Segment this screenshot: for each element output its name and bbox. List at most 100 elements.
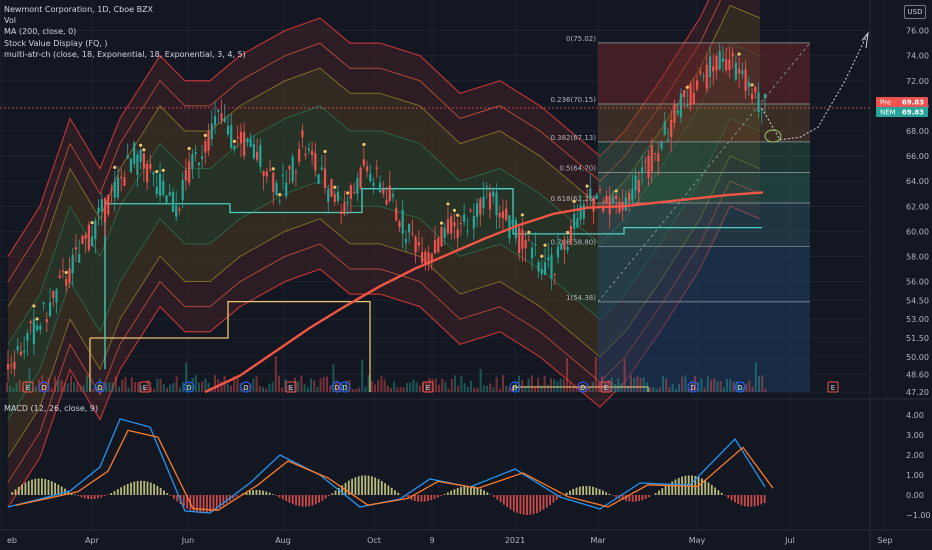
candle-body [404, 238, 408, 243]
candle-body [582, 204, 585, 219]
macd-histogram-bar [433, 495, 436, 499]
macd-histogram-bar [192, 495, 195, 512]
candle-body [450, 216, 453, 234]
price-badge [876, 96, 928, 107]
price-tick-label: 56.00 [906, 278, 929, 287]
price-tick-label: 60.00 [906, 227, 929, 236]
volume-bar [370, 381, 373, 392]
macd-histogram-bar [41, 478, 43, 495]
macd-histogram-bar [747, 495, 749, 507]
dividend-marker [339, 381, 351, 393]
legend-svd[interactable]: Stock Value Display (FQ, ) [4, 38, 108, 48]
signal-dot [187, 146, 191, 151]
signal-dot [142, 148, 146, 152]
legend-ma[interactable]: MA (200, close, 0) [4, 27, 77, 37]
candle-body [498, 212, 501, 218]
volume-bar [380, 375, 383, 392]
macd-histogram-bar [371, 476, 373, 495]
event-marker-label: D [512, 384, 517, 392]
volume-bar [281, 387, 284, 392]
candle-body [738, 68, 741, 74]
macd-histogram-bar [169, 495, 172, 496]
candle-body [453, 222, 456, 227]
candle-body [699, 71, 702, 74]
macd-histogram-bar [648, 495, 650, 498]
macd-histogram-bar [519, 495, 522, 514]
volume-bar [207, 382, 210, 392]
candle-body [375, 167, 378, 169]
volume-bar [220, 381, 223, 392]
macd-histogram-bar [57, 484, 60, 495]
macd-histogram-bar [248, 490, 251, 495]
fib-zone [598, 202, 810, 247]
volume-bar [690, 380, 693, 392]
macd-histogram-bar [595, 487, 598, 495]
candle-body [356, 177, 359, 194]
macd-legend[interactable]: MACD (12, 26, close, 9) [4, 404, 99, 413]
legend-vol[interactable]: Vol [4, 16, 16, 26]
candle-body [171, 192, 175, 213]
candle-body [323, 168, 327, 189]
macd-histogram-bar [644, 495, 647, 499]
volume-bar [294, 377, 296, 392]
candle-body [39, 325, 42, 330]
candle-body [563, 239, 566, 250]
macd-histogram-bar [701, 478, 703, 495]
macd-histogram-bar [77, 495, 80, 497]
volume-bar [236, 377, 239, 392]
candle-body [246, 138, 249, 143]
atr-band-line [7, 42, 761, 345]
candle-body [547, 257, 550, 261]
volume-bar [386, 385, 389, 392]
volume-bar [457, 385, 460, 392]
macd-histogram-bar [54, 482, 56, 495]
candle-body [123, 177, 126, 186]
time-tick-label: Aug [275, 536, 291, 545]
legend-symbol[interactable]: Newmont Corporation, 1D, Cboe BZX [4, 5, 154, 14]
macd-histogram-bar [110, 492, 113, 495]
volume-bar [745, 383, 748, 392]
macd-histogram-bar [245, 491, 248, 495]
candle-body [433, 240, 437, 254]
candle-body [741, 70, 744, 75]
candle-body [631, 188, 634, 201]
candle-body [666, 139, 670, 141]
volume-bar [194, 375, 197, 392]
macd-histogram-bar [654, 493, 657, 495]
volume-bar [585, 386, 588, 392]
volume-bar [198, 382, 200, 392]
macd-histogram-bar [281, 495, 284, 500]
legend-atr[interactable]: multi-atr-ch (close, 18, Exponential, 18… [4, 49, 246, 59]
macd-histogram-bar [407, 495, 410, 499]
fib-label: 0(75.02) [566, 35, 596, 43]
macd-histogram-bar [215, 495, 218, 510]
macd-histogram-bar [390, 487, 393, 495]
time-tick-label: Jun [181, 536, 195, 545]
volume-bar [188, 383, 191, 392]
price-badge-value: 69.83 [902, 98, 924, 106]
macd-histogram-bar [397, 492, 400, 495]
volume-bar [505, 385, 508, 392]
candle-body [139, 149, 142, 162]
volume-bar [418, 385, 421, 392]
macd-histogram-bar [219, 495, 221, 508]
volume-bar [306, 387, 309, 392]
candle-body [569, 225, 572, 243]
candle-body [417, 241, 420, 246]
candle-body [327, 189, 330, 202]
macd-histogram-bar [674, 479, 677, 495]
time-tick-label: Mar [590, 536, 606, 545]
fib-zone [598, 42, 810, 104]
candle-body [197, 162, 200, 165]
volume-bar [92, 388, 95, 392]
volume-bar [159, 378, 162, 392]
event-marker-label: D [334, 384, 339, 392]
volume-bar [322, 376, 325, 392]
volume-bar [617, 378, 620, 392]
macd-histogram-bar [512, 495, 515, 512]
currency-badge[interactable]: USD [904, 5, 926, 19]
volume-bar [367, 375, 370, 392]
macd-histogram-bar [153, 484, 155, 495]
macd-histogram-bar [720, 492, 723, 495]
